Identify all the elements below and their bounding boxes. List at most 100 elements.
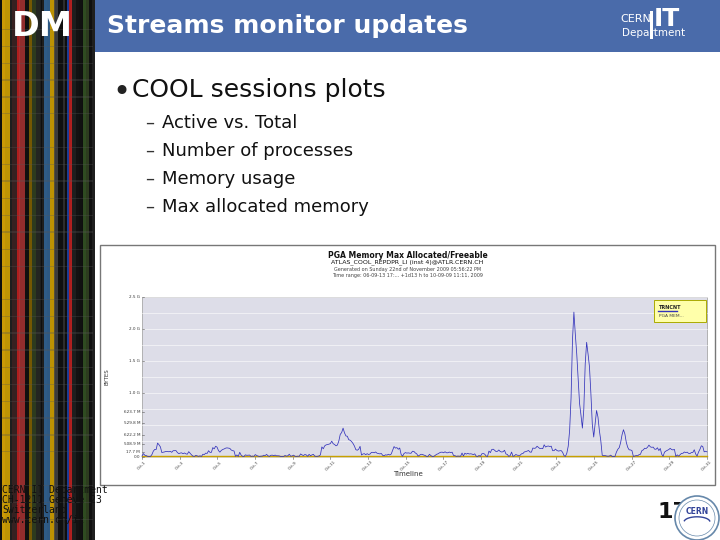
Bar [2, 63, 93, 64]
Text: 623.7 M: 623.7 M [124, 410, 140, 414]
Bar [2, 316, 93, 317]
Bar [67, 0, 69, 540]
Text: 508.9 M: 508.9 M [124, 442, 140, 446]
Text: Oct-5: Oct-5 [212, 460, 222, 470]
Bar [2, 0, 5, 540]
FancyBboxPatch shape [95, 0, 720, 52]
Text: 0.0: 0.0 [133, 455, 140, 459]
Bar [26, 0, 28, 540]
Bar [59, 0, 61, 540]
Bar [2, 367, 93, 368]
Text: –: – [145, 170, 154, 188]
Text: IT: IT [654, 7, 680, 31]
Bar [2, 0, 10, 540]
Text: 17.7 M: 17.7 M [126, 450, 140, 454]
Bar [2, 248, 93, 249]
Text: Oct-21: Oct-21 [513, 460, 525, 472]
Text: PGA MEM...: PGA MEM... [659, 314, 684, 318]
Text: Oct-3: Oct-3 [174, 460, 185, 470]
Text: DM: DM [12, 10, 73, 43]
Bar [650, 11, 652, 39]
Bar [2, 451, 93, 453]
Text: Number of processes: Number of processes [162, 142, 353, 160]
Text: Oct-17: Oct-17 [437, 460, 449, 472]
Text: 1.5 G: 1.5 G [129, 359, 140, 363]
Text: Oct-31: Oct-31 [701, 460, 713, 472]
Bar [2, 384, 93, 385]
Text: CERN IT Department: CERN IT Department [2, 485, 108, 495]
Bar [63, 0, 65, 540]
Text: Oct-27: Oct-27 [626, 460, 638, 472]
Text: Oct-11: Oct-11 [324, 460, 336, 472]
Bar [2, 299, 93, 300]
FancyBboxPatch shape [0, 0, 95, 540]
Bar [71, 0, 79, 540]
Bar [2, 266, 93, 267]
Text: Generated on Sunday 22nd of November 2009 05:56:22 PM: Generated on Sunday 22nd of November 200… [334, 267, 481, 272]
Text: CERN: CERN [685, 508, 708, 516]
Text: Time range: 06-09-13 17:... +1d13 h to 10-09-09 11:11, 2009: Time range: 06-09-13 17:... +1d13 h to 1… [332, 273, 483, 278]
Text: CERN: CERN [620, 14, 651, 24]
Text: 1.0 G: 1.0 G [129, 391, 140, 395]
Text: Oct-15: Oct-15 [400, 460, 412, 472]
Bar [19, 0, 25, 540]
Bar [76, 0, 82, 540]
Bar [0, 0, 95, 540]
Text: ATLAS_COOL_REPDPR_LI (inst 4)@ATLR.CERN.CH: ATLAS_COOL_REPDPR_LI (inst 4)@ATLR.CERN.… [331, 259, 484, 265]
Bar [36, 0, 41, 540]
Bar [2, 147, 93, 149]
Bar [2, 502, 93, 503]
Bar [2, 180, 93, 182]
Bar [2, 198, 93, 199]
Text: Oct-13: Oct-13 [362, 460, 374, 472]
Text: Department: Department [622, 28, 685, 38]
Bar [2, 349, 93, 351]
Text: –: – [145, 142, 154, 160]
FancyBboxPatch shape [142, 297, 707, 457]
Bar [44, 0, 50, 540]
Text: Oct-9: Oct-9 [287, 460, 298, 470]
Bar [2, 332, 93, 334]
Text: –: – [145, 198, 154, 216]
Text: 622.2 M: 622.2 M [124, 433, 140, 437]
Bar [2, 29, 93, 30]
Text: Max allocated memory: Max allocated memory [162, 198, 369, 216]
Bar [2, 164, 93, 165]
Circle shape [679, 500, 715, 536]
Bar [2, 215, 93, 216]
Text: TRNCNT: TRNCNT [659, 305, 682, 310]
Text: Timeline: Timeline [392, 471, 423, 477]
Bar [2, 283, 93, 284]
Bar [2, 401, 93, 402]
Text: www.cern.ch/it: www.cern.ch/it [2, 515, 84, 525]
FancyBboxPatch shape [100, 245, 715, 485]
Text: Active vs. Total: Active vs. Total [162, 114, 297, 132]
Bar [92, 0, 95, 540]
Bar [12, 0, 20, 540]
Text: Streams monitor updates: Streams monitor updates [107, 14, 468, 38]
Text: 17: 17 [658, 502, 689, 522]
Text: Switzerland: Switzerland [2, 505, 67, 515]
Bar [2, 519, 93, 520]
Bar [9, 0, 17, 540]
Circle shape [675, 496, 719, 540]
Text: Oct-23: Oct-23 [550, 460, 562, 472]
Text: Oct-29: Oct-29 [663, 460, 675, 472]
Text: Oct-19: Oct-19 [475, 460, 487, 472]
Bar [83, 0, 86, 540]
Bar [57, 0, 65, 540]
Text: Oct-7: Oct-7 [250, 460, 260, 470]
Bar [29, 0, 32, 540]
Bar [2, 231, 93, 233]
Text: 529.8 M: 529.8 M [124, 421, 140, 426]
Bar [2, 46, 93, 47]
Bar [2, 79, 93, 80]
Text: 2.0 G: 2.0 G [129, 327, 140, 331]
Bar [83, 0, 89, 540]
Text: •: • [112, 78, 130, 107]
Bar [2, 96, 93, 98]
Text: 2.5 G: 2.5 G [129, 295, 140, 299]
Bar [2, 485, 93, 486]
Bar [54, 0, 58, 540]
Text: Oct-1: Oct-1 [137, 460, 147, 470]
